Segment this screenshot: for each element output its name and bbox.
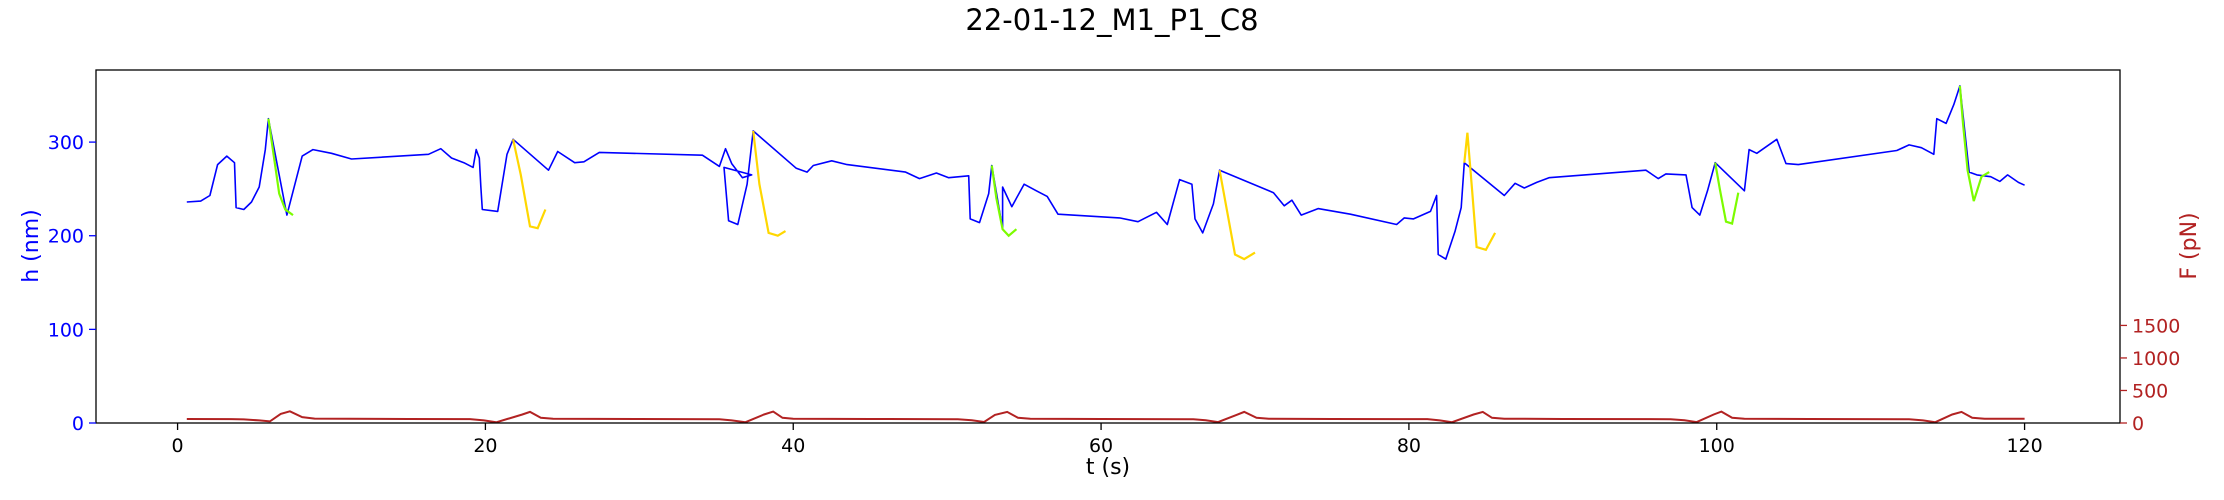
- x-axis: 0 20 40 60 80 100 120: [172, 423, 2043, 457]
- height-series-line: [186, 85, 2025, 260]
- approach-segment-line: [267, 118, 294, 216]
- left-y-tick-label: 200: [48, 226, 84, 248]
- right-y-tick-label: 1000: [2132, 348, 2180, 370]
- retract-segment-line: [1218, 170, 1256, 261]
- left-y-tick-label: 100: [48, 319, 84, 341]
- x-tick-label: 0: [172, 435, 184, 457]
- approach-segment-line: [1958, 85, 1990, 202]
- left-y-axis-label: h (nm): [19, 209, 44, 282]
- retract-segment-line: [752, 130, 787, 237]
- right-y-tick-label: 1500: [2132, 315, 2180, 337]
- retract-segment-line: [1463, 132, 1497, 252]
- left-y-axis: 0 100 200 300: [48, 132, 96, 435]
- force-series-line: [186, 410, 2025, 424]
- plot-frame: [95, 69, 2121, 424]
- left-y-tick-label: 300: [48, 132, 84, 154]
- x-tick-label: 120: [2006, 435, 2042, 457]
- approach-segment-line: [1714, 162, 1740, 226]
- x-tick-label: 40: [781, 435, 805, 457]
- approach-segment-line: [990, 165, 1018, 238]
- x-tick-label: 20: [473, 435, 497, 457]
- x-axis-label: t (s): [1086, 455, 1130, 480]
- right-y-tick-label: 500: [2132, 380, 2168, 402]
- x-tick-label: 100: [1699, 435, 1735, 457]
- right-y-axis: 0 500 1000 1500: [2120, 315, 2180, 435]
- right-y-axis-label: F (pN): [2177, 212, 2202, 279]
- x-tick-label: 60: [1089, 435, 1113, 457]
- series-layer: [186, 85, 2025, 424]
- chart-title: 22-01-12_M1_P1_C8: [965, 3, 1258, 37]
- retract-segment-line: [512, 139, 547, 230]
- right-y-tick-label: 0: [2132, 413, 2144, 435]
- x-tick-label: 80: [1397, 435, 1421, 457]
- left-y-tick-label: 0: [72, 413, 84, 435]
